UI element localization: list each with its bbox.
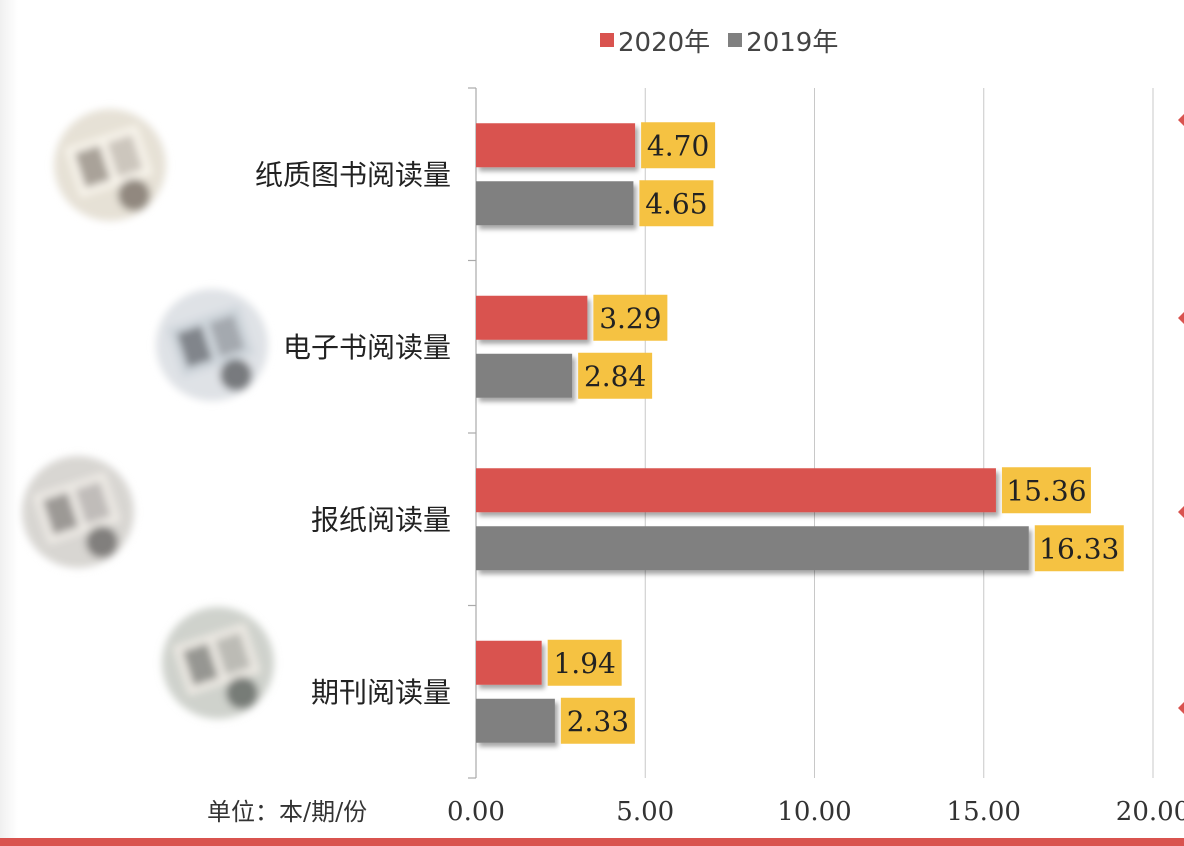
value-label-box-2019-3 (560, 697, 635, 744)
legend-item-2019: 2019年 (728, 22, 838, 59)
value-label-2019-0: 4.65 (645, 187, 707, 220)
edge-marker-1 (1178, 312, 1184, 324)
bar-2020-1 (476, 295, 588, 340)
edge-marker-0 (1178, 114, 1184, 126)
category-label-3: 期刊阅读量 (311, 676, 451, 709)
value-label-2020-3: 1.94 (553, 647, 615, 680)
x-tick-label-2: 10.00 (777, 797, 851, 827)
magazine-photo-icon (162, 607, 274, 719)
bar-2019-0 (476, 181, 634, 226)
bar-2020-2 (476, 468, 996, 513)
value-label-2019-2: 16.33 (1039, 532, 1119, 565)
bar-2019-1 (476, 353, 573, 398)
value-label-2019-1: 2.84 (584, 360, 646, 393)
category-label-0: 纸质图书阅读量 (255, 158, 451, 191)
edge-marker-3 (1178, 702, 1184, 714)
newspaper-photo-icon (22, 456, 134, 568)
legend-item-2020: 2020年 (600, 22, 710, 59)
value-label-box-2019-0 (639, 180, 714, 227)
edge-marker-2 (1178, 506, 1184, 518)
value-label-box-2020-2 (1001, 467, 1091, 514)
value-label-2019-3: 2.33 (567, 705, 629, 738)
x-tick-label-4: 20.00 (1116, 797, 1184, 827)
category-label-2: 报纸阅读量 (311, 503, 451, 536)
value-label-2020-2: 15.36 (1006, 474, 1086, 507)
legend-swatch-2020 (600, 33, 614, 47)
bar-2019-3 (476, 698, 555, 743)
legend-label-2019: 2019年 (746, 27, 839, 58)
bar-2020-0 (476, 123, 636, 168)
value-label-box-2019-1 (578, 352, 653, 399)
value-label-2020-0: 4.70 (647, 129, 709, 162)
legend: 2020年 2019年 (600, 22, 838, 58)
bottom-accent-bar (0, 838, 1184, 846)
legend-swatch-2019 (728, 33, 743, 47)
value-label-box-2019-2 (1034, 525, 1124, 572)
legend-label-2020: 2020年 (618, 27, 711, 58)
x-tick-label-3: 15.00 (947, 797, 1021, 827)
value-label-box-2020-0 (641, 122, 716, 169)
x-tick-label-1: 5.00 (616, 797, 674, 827)
value-label-box-2020-1 (593, 294, 668, 341)
unit-label: 单位：本/期/份 (207, 798, 367, 826)
bar-2019-2 (476, 526, 1029, 571)
x-tick-label-0: 0.00 (447, 797, 505, 827)
value-label-2020-1: 3.29 (599, 302, 661, 335)
category-label-1: 电子书阅读量 (283, 331, 451, 364)
left-shadow (0, 0, 18, 846)
value-label-box-2020-3 (547, 639, 622, 686)
e-reader-photo-icon (156, 289, 268, 401)
open-paper-book-photo-icon (54, 109, 166, 221)
bar-2020-3 (476, 640, 542, 685)
